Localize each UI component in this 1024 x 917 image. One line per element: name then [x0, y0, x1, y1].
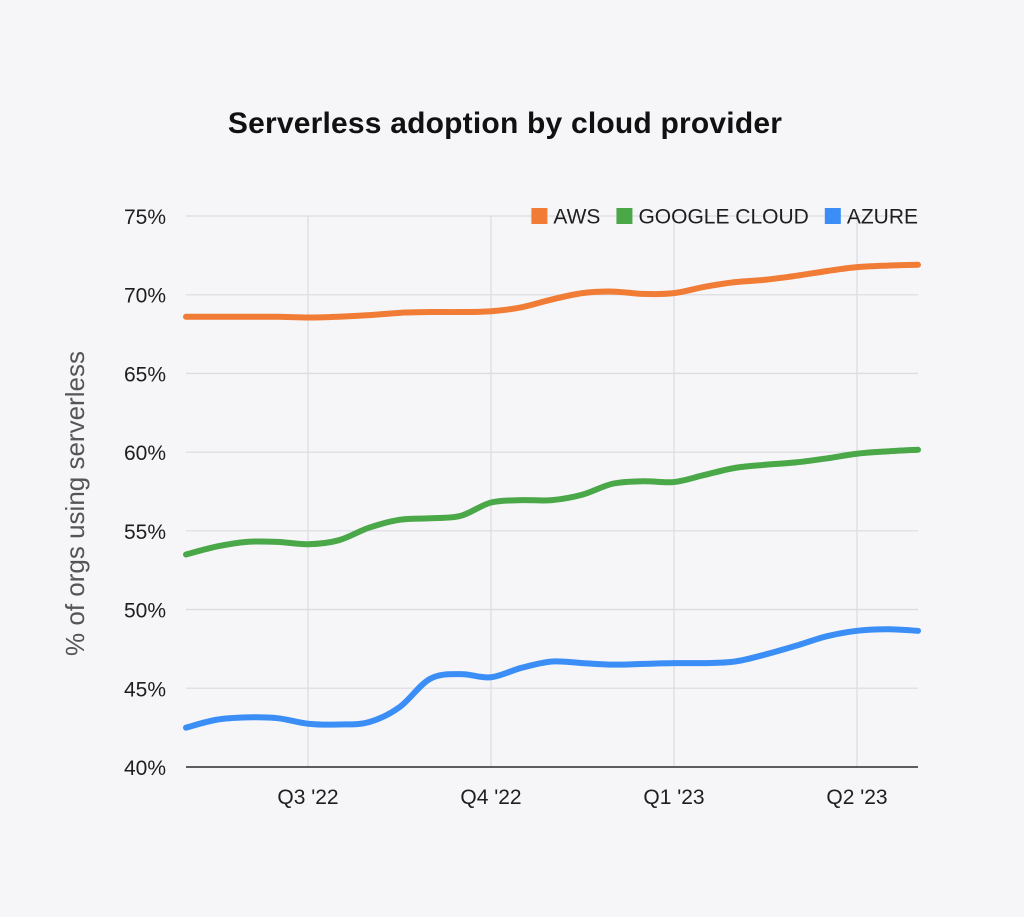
y-tick-label: 50% [124, 600, 166, 623]
y-tick-label: 70% [124, 285, 166, 308]
legend-swatch-azure [824, 208, 841, 224]
legend-swatch-aws [531, 208, 548, 224]
x-tick-label: Q1 '23 [643, 786, 704, 809]
legend-label-google-cloud: GOOGLE CLOUD [638, 206, 808, 229]
chart-title: Serverless adoption by cloud provider [227, 107, 783, 140]
legend-label-azure: AZURE [847, 206, 918, 229]
axis-layer: 40% 45% 50% 55% 60% 65% 70% 75% Q3 '22 Q4 '22 Q1 '… [124, 206, 918, 809]
series-line-aws [183, 261, 921, 321]
grid-layer [186, 215, 918, 767]
series-line-azure [183, 626, 921, 731]
chart-legend: AZURE GOOGLE CLOUD AWS [531, 206, 918, 229]
series-line-google-cloud [183, 446, 921, 558]
y-tick-label: 65% [124, 363, 166, 386]
x-tick-label: Q2 '23 [826, 786, 887, 809]
x-tick-label: Q4 '22 [460, 786, 521, 809]
legend-swatch-google-cloud [616, 208, 633, 224]
y-tick-label: 45% [124, 678, 166, 701]
y-tick-label: 40% [124, 757, 166, 780]
series-layer [183, 261, 921, 731]
y-tick-label: 60% [124, 442, 166, 465]
x-tick-label: Q3 '22 [277, 786, 338, 809]
legend-label-aws: AWS [553, 206, 600, 229]
y-axis-title: % of orgs using serverless [60, 351, 90, 656]
y-tick-label: 55% [124, 521, 166, 544]
y-tick-label: 75% [124, 206, 166, 229]
